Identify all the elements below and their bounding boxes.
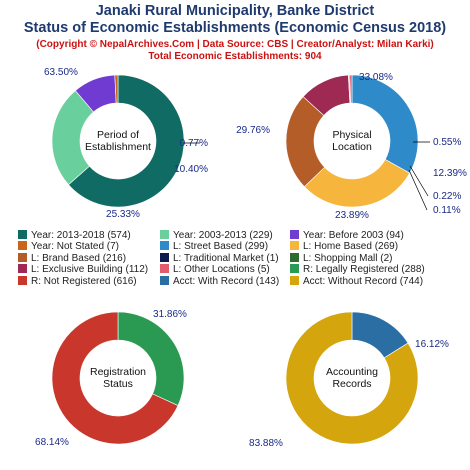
legend-label: L: Shopping Mall (2)	[303, 252, 393, 264]
pie-slice	[117, 311, 185, 406]
legend-swatch	[160, 275, 169, 285]
data-label: 0.77%	[180, 138, 208, 149]
pie-slice	[303, 159, 411, 208]
credit-line: (Copyright © NepalArchives.Com | Data So…	[36, 39, 434, 50]
legend-item: L: Brand Based (216)	[18, 252, 127, 265]
data-label: 0.11%	[433, 205, 461, 216]
legend-label: L: Exclusive Building (112)	[31, 264, 149, 276]
legend-swatch	[290, 252, 299, 262]
legend-item: R: Legally Registered (288)	[290, 264, 425, 276]
data-label: 31.86%	[153, 309, 187, 320]
legend-label: L: Brand Based (216)	[31, 252, 127, 264]
data-label: 33.08%	[359, 72, 393, 83]
legend-item: L: Traditional Market (1)	[160, 252, 279, 265]
legend-swatch	[290, 241, 299, 251]
legend-swatch	[290, 264, 299, 274]
legend-item: Acct: Without Record (744)	[290, 275, 424, 288]
legend-item: Year: Before 2003 (94)	[290, 230, 404, 242]
pie-slice	[68, 74, 185, 208]
legend-label: Year: Before 2003 (94)	[303, 230, 404, 241]
data-label: 16.12%	[415, 339, 449, 350]
data-label: 12.39%	[433, 168, 467, 179]
legend-label: L: Home Based (269)	[303, 241, 399, 253]
legend-item: L: Exclusive Building (112)	[18, 264, 148, 276]
legend-swatch	[18, 275, 27, 285]
chart-title: Janaki Rural Municipality, Banke Distric…	[95, 3, 375, 19]
leader-line	[409, 165, 429, 197]
legend-swatch	[160, 252, 169, 262]
data-label: 0.55%	[433, 137, 461, 148]
legend-label: Year: Not Stated (7)	[31, 241, 120, 253]
pie-slice	[351, 74, 419, 174]
legend-item: Year: Not Stated (7)	[18, 241, 119, 253]
data-label: 10.40%	[174, 164, 208, 175]
legend-label: L: Street Based (299)	[173, 241, 269, 253]
data-label: 29.76%	[236, 125, 270, 136]
legend-swatch	[18, 230, 27, 239]
leader-line	[408, 169, 428, 211]
legend-item: Acct: With Record (143)	[160, 275, 280, 288]
center-label: Accounting	[326, 366, 378, 378]
legend-label: Year: 2003-2013 (229)	[173, 230, 273, 241]
legend-label: Year: 2013-2018 (574)	[31, 230, 131, 241]
pie-slice	[114, 74, 119, 104]
center-label: Status	[103, 378, 133, 390]
legend-item: L: Street Based (299)	[160, 241, 268, 253]
data-label: 25.33%	[106, 209, 140, 220]
legend-label: Acct: Without Record (744)	[303, 275, 424, 287]
data-label: 23.89%	[335, 210, 369, 221]
data-label: 0.22%	[433, 191, 461, 202]
legend-swatch	[160, 241, 169, 251]
center-label: Records	[332, 378, 371, 390]
legend-label: L: Traditional Market (1)	[173, 252, 279, 264]
data-label: 63.50%	[44, 67, 78, 78]
total-line: Total Economic Establishments: 904	[148, 51, 322, 62]
legend-swatch	[160, 264, 169, 274]
legend-item: R: Not Registered (616)	[18, 275, 137, 288]
legend-label: Acct: With Record (143)	[173, 275, 280, 287]
data-label: 68.14%	[35, 437, 69, 448]
legend-label: R: Legally Registered (288)	[303, 264, 425, 276]
center-label: Period of	[97, 129, 139, 141]
pie-slice	[285, 311, 419, 445]
center-label: Location	[332, 141, 372, 153]
legend-swatch	[160, 230, 169, 239]
chart-subtitle: Status of Economic Establishments (Econo…	[23, 20, 447, 36]
legend-item: Year: 2003-2013 (229)	[160, 230, 273, 242]
legend-swatch	[18, 252, 27, 262]
legend-swatch	[290, 230, 299, 239]
center-label: Registration	[90, 366, 146, 378]
legend-item: L: Shopping Mall (2)	[290, 252, 393, 265]
legend-item: L: Home Based (269)	[290, 241, 398, 253]
data-label: 83.88%	[249, 438, 283, 449]
legend-item: Year: 2013-2018 (574)	[18, 230, 131, 242]
legend-swatch	[290, 275, 299, 285]
pie-slice	[51, 311, 179, 445]
legend-swatch	[18, 241, 27, 251]
center-label: Physical	[332, 129, 371, 141]
center-label: Establishment	[85, 141, 151, 153]
legend-swatch	[18, 264, 27, 274]
pie-slice	[349, 74, 353, 104]
legend-item: L: Other Locations (5)	[160, 264, 270, 276]
legend-label: L: Other Locations (5)	[173, 264, 270, 276]
legend-label: R: Not Registered (616)	[31, 275, 137, 287]
